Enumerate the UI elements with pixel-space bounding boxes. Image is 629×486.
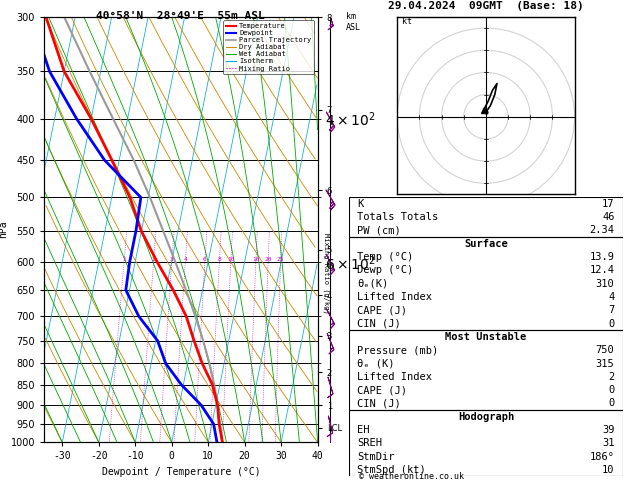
Text: Dewp (°C): Dewp (°C) xyxy=(357,265,413,276)
Text: StmDir: StmDir xyxy=(357,451,395,462)
Text: 0: 0 xyxy=(608,385,615,395)
Text: 7: 7 xyxy=(608,305,615,315)
Text: Lifted Index: Lifted Index xyxy=(357,372,432,382)
Text: 4: 4 xyxy=(184,257,187,262)
Text: 310: 310 xyxy=(596,278,615,289)
Text: 12.4: 12.4 xyxy=(589,265,615,276)
Legend: Temperature, Dewpoint, Parcel Trajectory, Dry Adiabat, Wet Adiabat, Isotherm, Mi: Temperature, Dewpoint, Parcel Trajectory… xyxy=(223,20,314,74)
Text: km
ASL: km ASL xyxy=(346,12,361,32)
Text: 1: 1 xyxy=(122,257,126,262)
Text: 13.9: 13.9 xyxy=(589,252,615,262)
Text: 17: 17 xyxy=(602,199,615,209)
Text: 3: 3 xyxy=(170,257,174,262)
Text: 46: 46 xyxy=(602,212,615,222)
X-axis label: Dewpoint / Temperature (°C): Dewpoint / Temperature (°C) xyxy=(101,467,260,477)
Text: © weatheronline.co.uk: © weatheronline.co.uk xyxy=(359,472,464,481)
Text: Pressure (mb): Pressure (mb) xyxy=(357,345,438,355)
Text: 16: 16 xyxy=(252,257,260,262)
Text: Totals Totals: Totals Totals xyxy=(357,212,438,222)
Text: θₑ (K): θₑ (K) xyxy=(357,359,395,368)
Text: 2.34: 2.34 xyxy=(589,226,615,235)
Text: CIN (J): CIN (J) xyxy=(357,399,401,408)
Text: Mixing Ratio (g/kg): Mixing Ratio (g/kg) xyxy=(323,233,330,314)
Text: Surface: Surface xyxy=(464,239,508,249)
Text: 25: 25 xyxy=(277,257,284,262)
Text: EH: EH xyxy=(357,425,370,435)
Text: 10: 10 xyxy=(602,465,615,475)
Text: 750: 750 xyxy=(596,345,615,355)
Text: SREH: SREH xyxy=(357,438,382,449)
Text: Hodograph: Hodograph xyxy=(458,412,514,422)
Text: 2: 2 xyxy=(152,257,155,262)
Text: 31: 31 xyxy=(602,438,615,449)
Text: Most Unstable: Most Unstable xyxy=(445,332,526,342)
Text: 8: 8 xyxy=(218,257,221,262)
Text: PW (cm): PW (cm) xyxy=(357,226,401,235)
Text: 29.04.2024  09GMT  (Base: 18): 29.04.2024 09GMT (Base: 18) xyxy=(388,1,584,11)
Text: 6: 6 xyxy=(203,257,207,262)
Text: 4: 4 xyxy=(608,292,615,302)
Text: 40°58'N  28°49'E  55m ASL: 40°58'N 28°49'E 55m ASL xyxy=(96,11,265,21)
Text: K: K xyxy=(357,199,364,209)
Text: CAPE (J): CAPE (J) xyxy=(357,305,408,315)
Y-axis label: hPa: hPa xyxy=(0,221,8,239)
Bar xyxy=(349,410,623,476)
Text: 0: 0 xyxy=(608,319,615,329)
Text: 20: 20 xyxy=(264,257,272,262)
Text: CIN (J): CIN (J) xyxy=(357,319,401,329)
Text: Lifted Index: Lifted Index xyxy=(357,292,432,302)
Bar xyxy=(349,330,623,410)
Text: θₑ(K): θₑ(K) xyxy=(357,278,389,289)
Text: StmSpd (kt): StmSpd (kt) xyxy=(357,465,426,475)
Bar xyxy=(349,237,623,330)
Text: Temp (°C): Temp (°C) xyxy=(357,252,413,262)
Text: 2: 2 xyxy=(608,372,615,382)
Text: kt: kt xyxy=(402,17,411,26)
Text: 39: 39 xyxy=(602,425,615,435)
Text: CAPE (J): CAPE (J) xyxy=(357,385,408,395)
Text: 315: 315 xyxy=(596,359,615,368)
Bar xyxy=(349,197,623,237)
Text: 186°: 186° xyxy=(589,451,615,462)
Text: 0: 0 xyxy=(608,399,615,408)
Text: 10: 10 xyxy=(227,257,235,262)
